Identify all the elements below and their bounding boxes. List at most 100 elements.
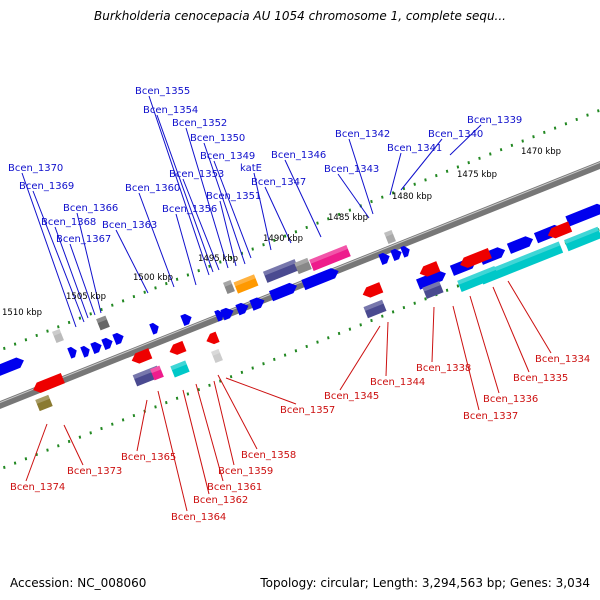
magenta-block xyxy=(150,365,164,381)
upper-scale-dot xyxy=(553,126,557,130)
lower-scale-dot xyxy=(175,396,179,400)
kbp-label: 1470 kbp xyxy=(521,147,561,157)
upper-scale-dot xyxy=(543,130,546,135)
cyan-block-shine xyxy=(564,226,600,245)
forward-leader-line xyxy=(219,200,237,267)
forward-gene-label: katE xyxy=(240,163,262,174)
forward-gene-arrow xyxy=(378,252,390,265)
lower-scale-dot xyxy=(262,362,265,366)
forward-gene-arrow-shape xyxy=(214,309,224,322)
reverse-gene-arrow xyxy=(169,340,187,355)
reverse-gene-arrow-shape xyxy=(131,348,153,364)
forward-leader-line xyxy=(449,124,482,156)
reverse-leader-line xyxy=(469,295,500,394)
forward-gene-arrow xyxy=(90,341,102,354)
forward-gene-arrow xyxy=(565,203,600,227)
upper-scale-dot xyxy=(175,277,179,281)
lower-scale-dot xyxy=(283,353,287,357)
upper-scale-dot xyxy=(132,294,136,299)
upper-scale-dot xyxy=(327,217,330,221)
upper-scale-dot xyxy=(121,299,125,303)
lower-scale-dot xyxy=(348,327,352,331)
forward-leader-line xyxy=(115,229,149,294)
gray-block-shine xyxy=(223,279,233,287)
slate-block xyxy=(363,299,387,319)
forward-gene-label: Bcen_1354 xyxy=(143,105,198,116)
upper-scale-dot xyxy=(348,208,352,212)
magenta-block-shine xyxy=(309,245,348,264)
lower-scale-dot xyxy=(197,388,200,392)
genome-summary-text: Topology: circular; Length: 3,294,563 bp… xyxy=(260,576,590,590)
gray-block-shape xyxy=(211,348,223,364)
forward-gene-arrow xyxy=(506,236,534,254)
forward-gene-arrow-shape xyxy=(390,248,402,261)
lower-scale-dot xyxy=(240,370,244,374)
upper-scale-dot xyxy=(316,221,319,225)
gray-block xyxy=(223,279,235,295)
cyan-block-shape xyxy=(457,266,499,292)
kbp-label: 1485 kbp xyxy=(328,213,368,223)
kbp-label: 1510 kbp xyxy=(2,308,42,318)
lower-scale-dot xyxy=(100,426,103,431)
magenta-block-shine xyxy=(150,365,161,374)
reverse-gene-label: Bcen_1373 xyxy=(67,466,122,477)
reverse-gene-arrow-shape xyxy=(419,261,441,277)
cyan-block xyxy=(457,266,499,292)
magenta-block-shape xyxy=(309,245,351,271)
lower-scale-dot xyxy=(445,288,449,292)
forward-gene-arrow xyxy=(400,245,410,258)
lower-scale-dot xyxy=(402,305,406,310)
reverse-leader-line xyxy=(217,374,258,450)
orange-block-shape xyxy=(233,274,259,294)
upper-scale-dot xyxy=(305,225,308,230)
upper-scale-dot xyxy=(273,238,276,243)
forward-gene-arrow-shape xyxy=(506,236,534,254)
cyan-block-shape xyxy=(478,241,564,285)
reverse-leader-line xyxy=(225,377,297,405)
reverse-leader-line xyxy=(157,390,188,512)
upper-scale-dot xyxy=(57,325,60,329)
cyan-block-shape xyxy=(564,226,600,252)
lower-scale-dot xyxy=(154,405,157,409)
upper-scale-dot xyxy=(445,169,449,173)
forward-gene-arrow-shape xyxy=(400,245,410,258)
gray-block xyxy=(52,328,64,344)
reverse-leader-line xyxy=(195,383,224,482)
forward-gene-arrow xyxy=(268,282,297,302)
gray-block xyxy=(96,315,110,331)
forward-gene-label: Bcen_1363 xyxy=(102,220,157,231)
forward-gene-arrow-shape xyxy=(301,268,339,291)
magenta-block xyxy=(309,245,351,271)
gray-block-shape xyxy=(223,279,235,295)
lower-scale-dot xyxy=(413,301,416,305)
cyan-block-shine xyxy=(457,266,496,285)
forward-gene-label: Bcen_1369 xyxy=(19,181,74,192)
cyan-block xyxy=(478,241,564,285)
forward-gene-arrow xyxy=(390,248,402,261)
reverse-gene-label: Bcen_1365 xyxy=(121,452,176,463)
forward-gene-arrow-shape xyxy=(0,357,24,377)
upper-scale-dot xyxy=(283,234,287,238)
upper-scale-dot xyxy=(186,273,190,277)
forward-gene-arrow xyxy=(80,345,90,358)
forward-gene-label: Bcen_1341 xyxy=(387,143,442,154)
forward-gene-arrow-shape xyxy=(268,282,297,302)
gray-block-shape xyxy=(52,328,64,344)
reverse-gene-label: Bcen_1361 xyxy=(207,482,262,493)
upper-scale-dot xyxy=(89,312,92,316)
cyan-block xyxy=(170,360,190,378)
backbone-highlight xyxy=(0,162,600,403)
reverse-gene-arrow xyxy=(460,247,492,268)
forward-gene-label: Bcen_1339 xyxy=(467,115,522,126)
forward-gene-arrow-shape xyxy=(80,345,90,358)
reverse-leader-line xyxy=(431,306,435,363)
forward-leader-line xyxy=(21,172,77,328)
orange-block xyxy=(233,274,259,294)
upper-scale-dot xyxy=(413,182,416,186)
reverse-gene-arrow-shape xyxy=(460,247,492,268)
lower-scale-dot xyxy=(67,439,71,444)
kbp-label: 1495 kbp xyxy=(198,254,238,264)
reverse-gene-label: Bcen_1334 xyxy=(535,354,590,365)
lower-scale-dot xyxy=(391,310,395,314)
upper-scale-dot xyxy=(510,143,514,147)
